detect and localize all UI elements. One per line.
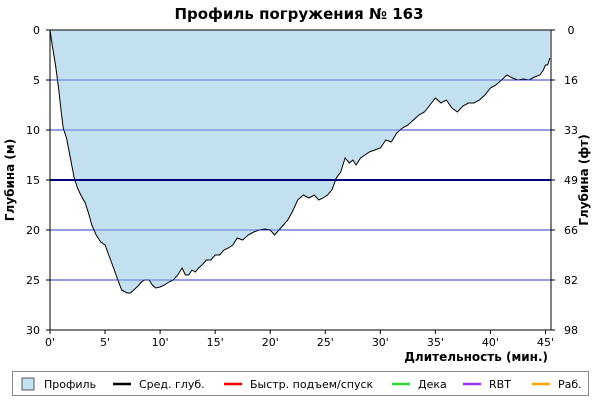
y-tick-label-right: 16 [564,74,578,87]
x-tick-label: 10' [152,336,169,349]
y-tick-label-right: 49 [564,174,578,187]
x-tick-label: 20' [262,336,279,349]
legend-swatch-profile [21,377,35,391]
plot-area: 0' 5' 10' 15' 20' 25' 30' 35' 40' 45' 0 5 10 15 20 25 30… [26,24,578,349]
y-tick-label-right: 66 [564,224,578,237]
legend-label: Быстр. подъем/спуск [250,378,374,391]
x-tick-label: 45' [537,336,554,349]
legend-label: RBT [489,378,511,391]
legend-label: Раб. [558,378,582,391]
legend-frame [12,371,589,396]
y-axis-label-right: Глубина (фт) [577,134,591,225]
legend-label: Сред. глуб. [139,378,205,391]
x-tick-label: 25' [317,336,334,349]
y-tick-label-right: 0 [568,24,575,37]
legend-label: Дека [418,378,447,391]
x-tick-label: 35' [427,336,444,349]
profile-area [50,30,550,293]
x-tick-label: 0' [45,336,55,349]
x-tick-label: 30' [372,336,389,349]
profile-line [49,29,551,294]
y-tick-label-left: 15 [26,174,40,187]
y-tick-label-left: 30 [26,324,40,337]
y-tick-label-right: 98 [564,324,578,337]
y-tick-label-right: 33 [564,124,578,137]
x-tick-label: 5' [100,336,110,349]
x-tick-label: 40' [482,336,499,349]
legend: Профиль Сред. глуб. Быстр. подъем/спуск Дек… [12,371,589,396]
y-tick-label-left: 25 [26,274,40,287]
y-tick-label-left: 10 [26,124,40,137]
y-tick-label-right: 82 [564,274,578,287]
y-tick-label-left: 0 [33,24,40,37]
x-tick-label: 15' [207,336,224,349]
y-tick-label-left: 5 [33,74,40,87]
x-axis-label: Длительность (мин.) [404,350,548,364]
y-axis-label-left: Глубина (м) [3,139,17,221]
y-tick-label-left: 20 [26,224,40,237]
legend-label: Профиль [44,378,96,391]
chart-title: Профиль погружения № 163 [174,5,423,23]
